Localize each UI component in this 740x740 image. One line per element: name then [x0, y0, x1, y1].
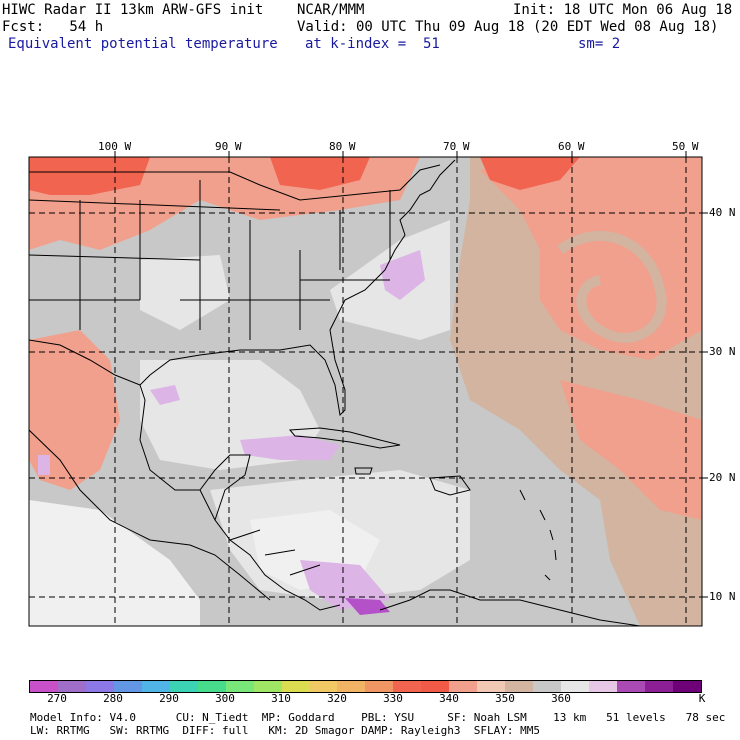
- coastlines: [29, 159, 641, 626]
- field-north-red-3: [480, 157, 580, 190]
- colorbar-tick-label: 350: [495, 692, 515, 705]
- field-north-red-2: [270, 157, 370, 190]
- colorbar-swatch: [225, 681, 254, 692]
- colorbar-tick-label: 330: [383, 692, 403, 705]
- colorbar-tick-label: 340: [439, 692, 459, 705]
- field-pac-purple: [38, 455, 50, 475]
- lon-label-60w: 60 W: [558, 140, 585, 153]
- colorbar-swatch: [449, 681, 478, 692]
- field-name: Equivalent potential temperature: [8, 36, 278, 52]
- canada-border: [29, 164, 441, 201]
- lat-label-40n: 40 N: [709, 206, 736, 219]
- colorbar: [29, 680, 702, 693]
- hispaniola-outline: [429, 475, 471, 496]
- field-cuba-purple: [240, 435, 340, 460]
- colorbar-tick-label: 290: [159, 692, 179, 705]
- cuba-outline: [288, 427, 401, 449]
- colorbar-swatch: [365, 681, 394, 692]
- colorbar-tick-label: 300: [215, 692, 235, 705]
- field-north-red: [29, 157, 150, 195]
- smoothing-label: sm= 2: [578, 36, 621, 52]
- colorbar-swatch: [672, 681, 701, 692]
- map-frame: [28, 156, 703, 627]
- lon-label-80w: 80 W: [329, 140, 356, 153]
- colorbar-swatch: [253, 681, 282, 692]
- colorbar-tick-label: 360: [551, 692, 571, 705]
- field-swirl-tan: [557, 230, 667, 343]
- colorbar-unit: K: [698, 692, 706, 705]
- colorbar-swatch: [169, 681, 198, 692]
- forecast-hour: Fcst: 54 h: [2, 19, 104, 35]
- frame-ticks: [114, 151, 708, 598]
- field-se-light: [140, 255, 230, 330]
- lon-label-70w: 70 W: [443, 140, 470, 153]
- colorbar-swatch: [30, 681, 58, 692]
- colorbar-swatch: [393, 681, 422, 692]
- field-atlantic-salmon-2: [560, 380, 702, 520]
- lon-label-50w: 50 W: [672, 140, 699, 153]
- lon-label-100w: 100 W: [98, 140, 132, 153]
- colorbar-swatch: [337, 681, 366, 692]
- colorbar-swatch: [589, 681, 618, 692]
- field-gulf-purple: [150, 385, 180, 405]
- colorbar-swatch: [617, 681, 645, 692]
- south-america-coast: [379, 589, 641, 626]
- field-pan-purple: [345, 598, 390, 615]
- init-time: Init: 18 UTC Mon 06 Aug 18: [513, 2, 733, 18]
- colorbar-swatch: [421, 681, 450, 692]
- antilles: [519, 489, 557, 581]
- ca-borders: [199, 489, 321, 576]
- graticule: [29, 157, 702, 626]
- us-coastline: [29, 159, 456, 417]
- colorbar-swatch: [85, 681, 114, 692]
- colorbar-swatch: [533, 681, 562, 692]
- model-info-line2: LW: RRTMG SW: RRTMG DIFF: full KM: 2D Sm…: [30, 724, 540, 737]
- field-atlantic-salmon: [480, 157, 702, 360]
- colorbar-swatch: [561, 681, 590, 692]
- lat-label-20n: 20 N: [709, 471, 736, 484]
- colorbar-swatch: [57, 681, 86, 692]
- colorbar-tick-label: 280: [103, 692, 123, 705]
- field-mexico-salmon: [29, 330, 120, 490]
- field-nc-purple: [380, 250, 425, 300]
- lat-label-10n: 10 N: [709, 590, 736, 603]
- model-info-line1: Model Info: V4.0 CU: N_Tiedt MP: Goddard…: [30, 711, 726, 724]
- theta-e-map: [28, 151, 708, 627]
- lat-label-30n: 30 N: [709, 345, 736, 358]
- colorbar-swatch: [113, 681, 142, 692]
- model-title: HIWC Radar II 13km ARW-GFS init: [2, 2, 264, 18]
- colorbar-tick-label: 320: [327, 692, 347, 705]
- colorbar-swatch: [505, 681, 534, 692]
- colorbar-swatch: [197, 681, 226, 692]
- colorbar-tick-label: 270: [47, 692, 67, 705]
- colorbar-swatch: [309, 681, 338, 692]
- jamaica-outline: [354, 467, 373, 475]
- colorbar-swatch: [477, 681, 506, 692]
- colorbar-swatch: [281, 681, 310, 692]
- colorbar-tick-label: 310: [271, 692, 291, 705]
- level-label: at k-index = 51: [305, 36, 440, 52]
- colorbar-swatch: [644, 681, 673, 692]
- mexico-coastline: [139, 384, 341, 611]
- mexico-pacific: [29, 429, 271, 601]
- lon-label-90w: 90 W: [215, 140, 242, 153]
- valid-time: Valid: 00 UTC Thu 09 Aug 18 (20 EDT Wed …: [297, 19, 719, 35]
- colorbar-swatch: [141, 681, 170, 692]
- institution: NCAR/MMM: [297, 2, 365, 18]
